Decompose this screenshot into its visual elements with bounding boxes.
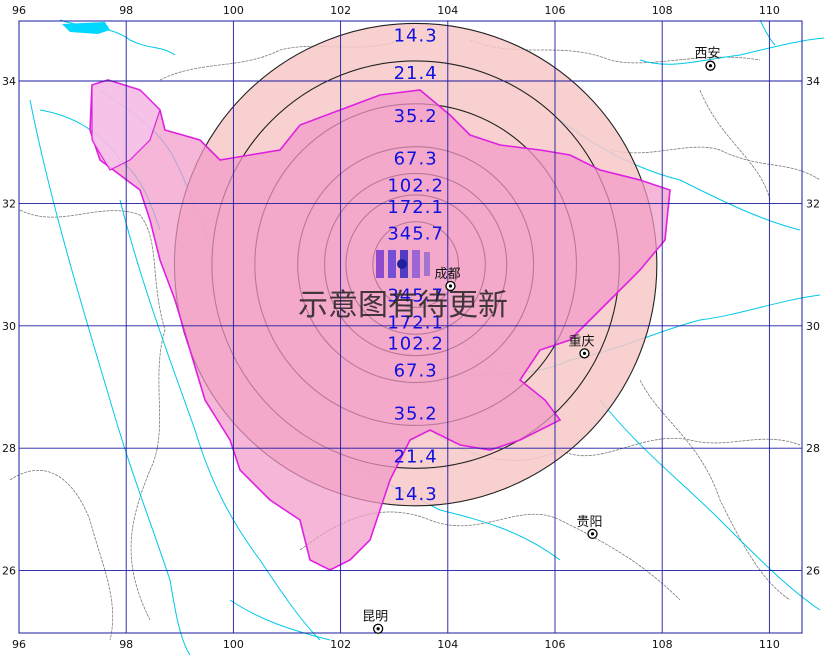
- city-dot-center: [590, 532, 595, 536]
- lon-tick-bottom: 98: [119, 638, 133, 651]
- map-frame: [18, 20, 803, 634]
- ring-label-bottom: 67.3: [394, 361, 438, 382]
- ring-label-top: 102.2: [387, 175, 444, 196]
- ring-label-top: 172.1: [387, 197, 444, 218]
- lon-tick-bottom: 108: [652, 638, 673, 651]
- lat-tick-left: 30: [2, 320, 16, 333]
- lat-tick-right: 26: [806, 565, 820, 578]
- ring-label-top: 21.4: [394, 63, 438, 84]
- city-dot-center: [708, 64, 713, 68]
- lat-tick-right: 30: [806, 320, 820, 333]
- lon-tick-top: 108: [652, 4, 673, 17]
- lake-qinghai: [62, 22, 110, 34]
- ring-label-top: 14.3: [394, 25, 438, 46]
- ring-label-top: 345.7: [387, 224, 444, 245]
- city-label: 成都: [434, 267, 460, 282]
- watermark-text: 示意图有待更新: [298, 288, 508, 323]
- ring-label-bottom: 102.2: [387, 334, 444, 355]
- lon-tick-top: 110: [759, 4, 780, 17]
- city-label: 重庆: [568, 333, 594, 349]
- ring-label-bottom: 14.3: [394, 484, 438, 505]
- lon-tick-bottom: 96: [12, 638, 26, 651]
- ring-labels: 14.3 14.3 21.4 21.4 35.2 35.2 67.3 67.3 102.2 102…: [387, 25, 444, 505]
- coordinate-ticks: 96 98 100 102 104 106 108 110 96 98 100 102 104 106 10…: [2, 4, 820, 651]
- lat-tick-left: 32: [2, 197, 16, 210]
- lon-tick-top: 104: [437, 4, 458, 17]
- ring-label-top: 35.2: [394, 106, 438, 127]
- lon-tick-bottom: 100: [223, 638, 244, 651]
- lon-tick-bottom: 104: [437, 638, 458, 651]
- epicenter-marker: [376, 250, 430, 278]
- city-dot-center: [582, 351, 587, 355]
- lat-tick-left: 28: [2, 442, 16, 455]
- city-label: 昆明: [362, 610, 388, 625]
- lon-tick-top: 102: [330, 4, 351, 17]
- ring-label-bottom: 345.7: [387, 285, 444, 306]
- city-dot-center: [448, 284, 453, 288]
- lon-tick-top: 106: [545, 4, 566, 17]
- graticule: [19, 21, 802, 633]
- lon-tick-bottom: 110: [759, 638, 780, 651]
- ring-label-bottom: 35.2: [394, 403, 438, 424]
- sichuan-province: [89, 79, 671, 571]
- lat-tick-left: 34: [2, 75, 16, 88]
- lat-tick-right: 28: [806, 442, 820, 455]
- lat-tick-right: 32: [806, 197, 820, 210]
- ring-label-top: 67.3: [394, 149, 438, 170]
- lon-tick-bottom: 106: [545, 638, 566, 651]
- city-dot-center: [376, 627, 380, 631]
- city-label: 贵阳: [577, 515, 603, 530]
- lat-tick-right: 34: [806, 75, 820, 88]
- lon-tick-top: 96: [12, 4, 26, 17]
- city-label: 西安: [694, 47, 720, 62]
- lat-tick-left: 26: [2, 565, 16, 578]
- ring-label-bottom: 172.1: [387, 312, 444, 333]
- lon-tick-bottom: 102: [330, 638, 351, 651]
- ring-label-bottom: 21.4: [394, 446, 438, 467]
- lon-tick-top: 100: [223, 4, 244, 17]
- lon-tick-top: 98: [119, 4, 133, 17]
